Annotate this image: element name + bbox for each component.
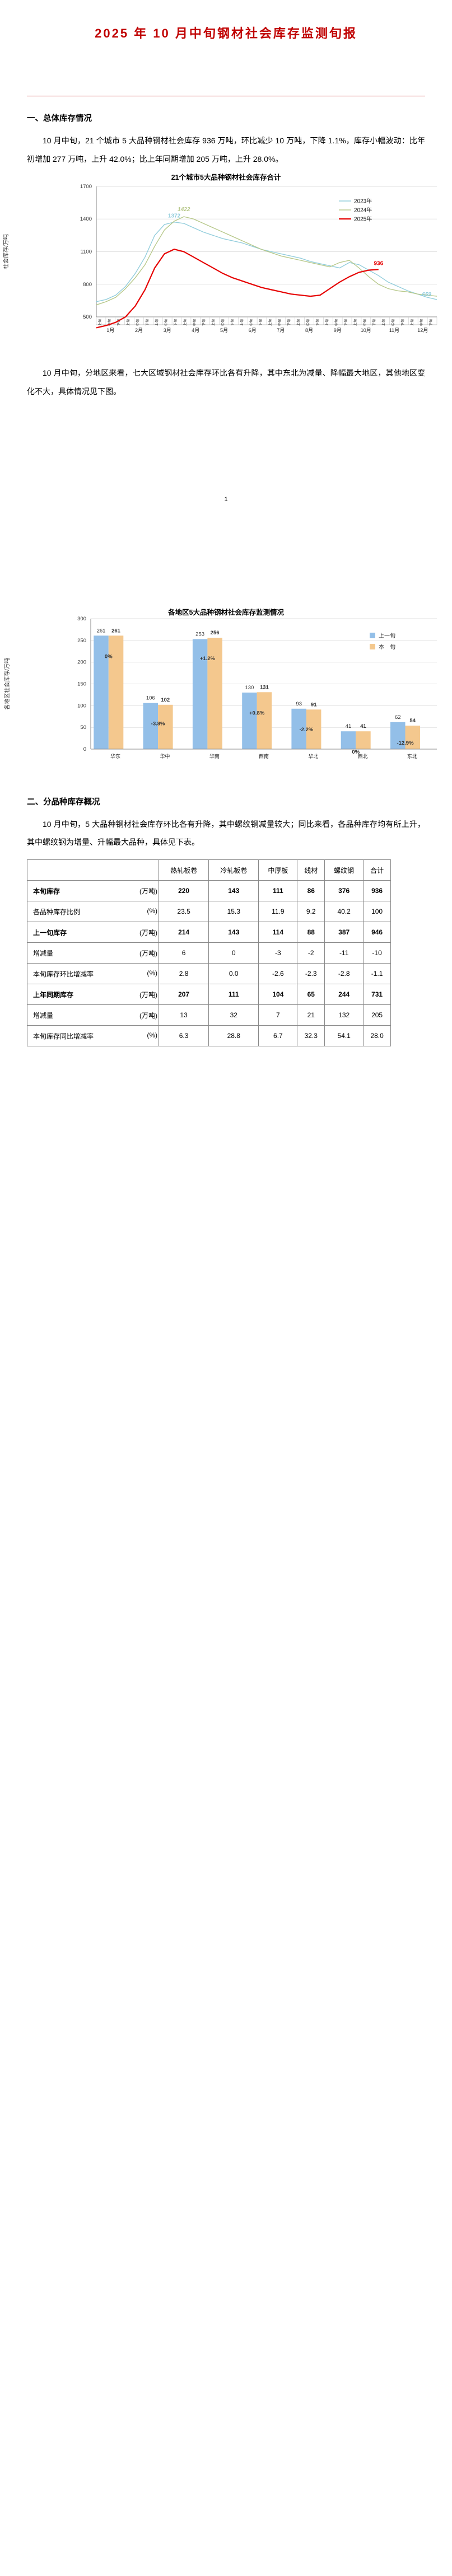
svg-text:华东: 华东 <box>110 753 120 759</box>
svg-text:11月: 11月 <box>389 328 399 333</box>
svg-text:256: 256 <box>211 630 220 636</box>
svg-text:-2.2%: -2.2% <box>299 726 313 732</box>
svg-text:1400: 1400 <box>80 216 92 222</box>
svg-text:西北: 西北 <box>358 754 368 759</box>
svg-text:1372: 1372 <box>168 213 181 219</box>
svg-text:21个城市5大品种钢材社会库存合计: 21个城市5大品种钢材社会库存合计 <box>171 173 281 181</box>
svg-text:800: 800 <box>83 282 92 288</box>
svg-text:1月: 1月 <box>106 328 114 333</box>
svg-text:936: 936 <box>374 260 383 267</box>
svg-text:3月: 3月 <box>164 328 171 333</box>
svg-text:2023年: 2023年 <box>354 197 372 204</box>
svg-text:300: 300 <box>77 616 86 622</box>
svg-text:1100: 1100 <box>81 249 92 255</box>
svg-text:93: 93 <box>296 700 302 707</box>
svg-text:100: 100 <box>77 703 86 709</box>
svg-text:261: 261 <box>97 628 106 634</box>
svg-text:8月: 8月 <box>305 328 313 333</box>
svg-text:62: 62 <box>395 714 401 720</box>
svg-text:10月: 10月 <box>361 328 371 333</box>
svg-text:各地区社会库存/万吨: 各地区社会库存/万吨 <box>3 658 11 710</box>
svg-text:+1.2%: +1.2% <box>200 656 216 662</box>
svg-text:华北: 华北 <box>308 753 318 759</box>
svg-text:华中: 华中 <box>160 753 170 759</box>
svg-text:本 旬: 本 旬 <box>379 643 395 651</box>
svg-text:41: 41 <box>360 723 366 730</box>
svg-text:-3.8%: -3.8% <box>151 721 165 727</box>
svg-text:华南: 华南 <box>209 753 220 759</box>
svg-text:106: 106 <box>146 695 155 701</box>
svg-text:2月: 2月 <box>135 328 143 333</box>
svg-text:6月: 6月 <box>249 328 257 333</box>
svg-text:41: 41 <box>346 723 352 730</box>
svg-text:200: 200 <box>77 659 86 665</box>
svg-text:12月: 12月 <box>417 328 428 333</box>
svg-text:150: 150 <box>77 681 86 687</box>
svg-text:50: 50 <box>80 724 86 731</box>
svg-text:各地区5大品种钢材社会库存监测情况: 各地区5大品种钢材社会库存监测情况 <box>167 608 284 616</box>
svg-text:9月: 9月 <box>334 328 342 333</box>
svg-text:+0.8%: +0.8% <box>249 710 265 716</box>
svg-text:上一旬: 上一旬 <box>379 632 395 639</box>
svg-text:5月: 5月 <box>220 328 228 333</box>
svg-text:西南: 西南 <box>259 753 269 759</box>
svg-text:1700: 1700 <box>80 184 92 190</box>
svg-text:0: 0 <box>83 746 86 752</box>
svg-text:社会库存/万吨: 社会库存/万吨 <box>2 234 10 269</box>
svg-text:东北: 东北 <box>407 753 417 759</box>
svg-text:1422: 1422 <box>178 207 190 213</box>
svg-text:7月: 7月 <box>277 328 285 333</box>
svg-text:250: 250 <box>77 637 86 643</box>
svg-text:253: 253 <box>195 631 204 637</box>
svg-text:-12.9%: -12.9% <box>397 740 414 746</box>
svg-text:2025年: 2025年 <box>354 215 372 222</box>
svg-text:659: 659 <box>422 292 431 298</box>
svg-text:91: 91 <box>311 702 317 708</box>
svg-text:500: 500 <box>83 314 92 320</box>
svg-text:0%: 0% <box>105 653 113 660</box>
svg-text:2024年: 2024年 <box>354 206 372 213</box>
svg-text:4月: 4月 <box>192 328 199 333</box>
svg-text:131: 131 <box>260 684 269 690</box>
svg-text:261: 261 <box>111 628 121 634</box>
svg-text:54: 54 <box>409 718 416 724</box>
svg-text:102: 102 <box>161 696 170 703</box>
svg-text:130: 130 <box>245 685 254 691</box>
